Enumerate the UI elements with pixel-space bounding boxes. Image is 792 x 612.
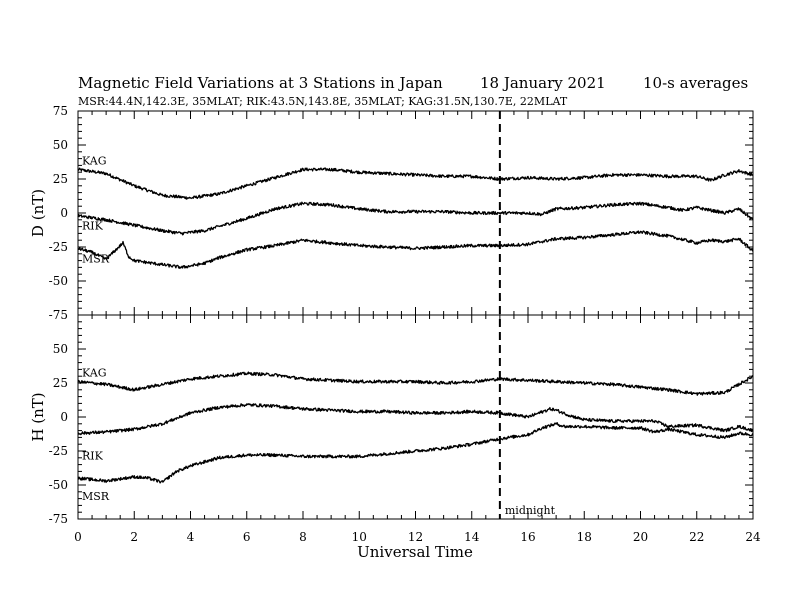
declination-y-axis-label: D (nT) bbox=[29, 189, 47, 237]
midnight-label: midnight bbox=[505, 504, 556, 517]
horizontal-ytick-label: -50 bbox=[49, 478, 68, 492]
x-tick-label: 22 bbox=[689, 530, 704, 544]
chart-averaging: 10-s averages bbox=[643, 74, 748, 92]
x-tick-label: 14 bbox=[464, 530, 480, 544]
x-tick-label: 0 bbox=[74, 530, 82, 544]
declination-series-label-kag: KAG bbox=[82, 154, 107, 167]
declination-ytick-label: 0 bbox=[60, 206, 68, 220]
declination-ytick-label: 75 bbox=[53, 104, 68, 118]
declination-series-kag bbox=[77, 167, 754, 200]
declination-ytick-label: 25 bbox=[53, 172, 68, 186]
horizontal-ytick-label: -75 bbox=[49, 512, 68, 526]
horizontal-panel: 50 25 0 -25 -50 -75 H (nT) KAG RIK MSR bbox=[29, 314, 754, 526]
x-tick-label: 12 bbox=[408, 530, 423, 544]
horizontal-series-rik bbox=[77, 403, 754, 436]
horizontal-ytick-label: 25 bbox=[53, 376, 68, 390]
horizontal-ytick-label: 0 bbox=[60, 410, 68, 424]
declination-panel: 75 50 25 0 -25 -50 -75 D (nT) KAG RIK MSR bbox=[29, 104, 754, 322]
x-tick-label: 6 bbox=[243, 530, 251, 544]
declination-ytick-label: -25 bbox=[49, 240, 68, 254]
x-tick-label: 18 bbox=[577, 530, 592, 544]
declination-series-label-msr: MSR bbox=[82, 252, 110, 265]
horizontal-series-label-kag: KAG bbox=[82, 367, 107, 380]
x-tick-label: 2 bbox=[130, 530, 138, 544]
x-axis: 0 2 4 6 8 10 12 14 16 18 20 22 24 bbox=[74, 530, 761, 544]
declination-ytick-label: -50 bbox=[49, 274, 68, 288]
horizontal-y-axis-label: H (nT) bbox=[29, 392, 47, 441]
horizontal-ytick-label: 50 bbox=[53, 342, 68, 356]
horizontal-series-msr bbox=[77, 422, 754, 484]
horizontal-series-label-rik: RIK bbox=[82, 449, 104, 462]
horizontal-series-label-msr: MSR bbox=[82, 490, 110, 503]
declination-ytick-label: 50 bbox=[53, 138, 68, 152]
declination-series-label-rik: RIK bbox=[82, 220, 104, 233]
declination-series-rik bbox=[77, 201, 754, 236]
declination-series-msr bbox=[77, 230, 754, 269]
x-tick-label: 8 bbox=[299, 530, 307, 544]
x-tick-label: 20 bbox=[633, 530, 648, 544]
station-info: MSR:44.4N,142.3E, 35MLAT; RIK:43.5N,143.… bbox=[78, 95, 568, 108]
chart-date: 18 January 2021 bbox=[480, 74, 606, 92]
declination-ytick-label: -75 bbox=[49, 308, 68, 322]
x-tick-label: 24 bbox=[745, 530, 761, 544]
x-axis-label: Universal Time bbox=[357, 543, 473, 561]
x-tick-label: 4 bbox=[187, 530, 195, 544]
x-tick-label: 16 bbox=[520, 530, 535, 544]
chart-title: Magnetic Field Variations at 3 Stations … bbox=[78, 74, 443, 92]
horizontal-ytick-label: -25 bbox=[49, 444, 68, 458]
x-tick-label: 10 bbox=[352, 530, 367, 544]
horizontal-series-kag bbox=[77, 371, 754, 396]
